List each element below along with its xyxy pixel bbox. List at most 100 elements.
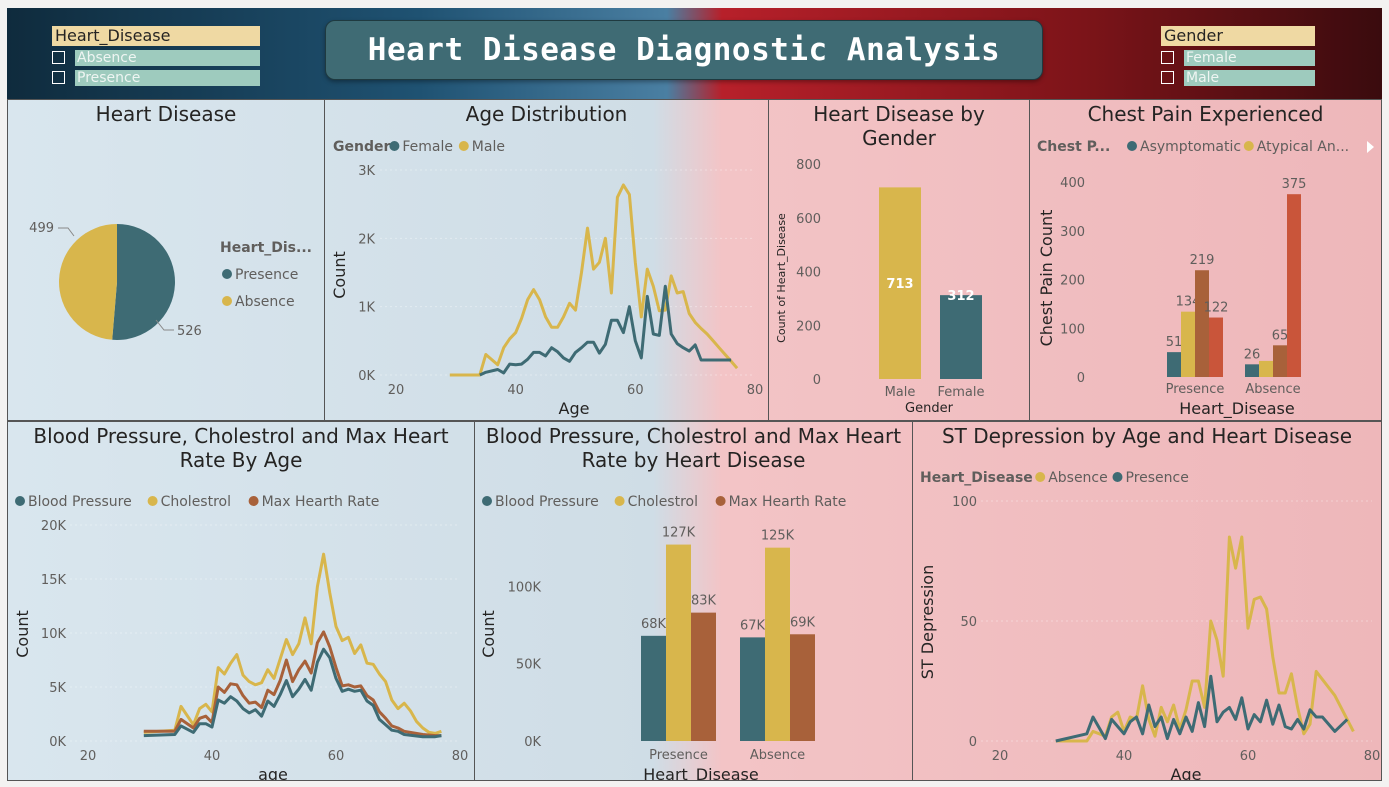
series-line-male [449, 183, 739, 377]
y-tick-label: 0 [1077, 371, 1085, 386]
checkbox[interactable] [52, 51, 65, 64]
legend-label: Asymptomatic [1140, 139, 1241, 155]
legend-marker [1243, 141, 1254, 151]
bp-by-age-panel: Blood Pressure, Cholestrol and Max Heart… [7, 421, 475, 781]
pie-slice-absence [59, 224, 117, 340]
series-line-max-hearth-rate [143, 630, 442, 738]
bar [790, 634, 815, 741]
legend-label: Blood Pressure [28, 494, 132, 510]
legend-label: Absence [235, 294, 295, 310]
checkbox[interactable] [52, 71, 65, 84]
y-tick-label: 15K [41, 573, 67, 588]
data-label: 312 [947, 289, 974, 304]
gender-bar-panel: Heart Disease by Gender 0 200 400 600 800 713… [768, 99, 1030, 421]
bar [765, 547, 790, 741]
heart-disease-slicer[interactable]: Heart_Disease Absence Presence [52, 26, 260, 86]
legend-label: Presence [235, 267, 298, 283]
bar [1195, 270, 1209, 377]
data-label: 122 [1204, 301, 1229, 316]
legend-label: Absence [1048, 470, 1108, 486]
legend-label: Presence [1126, 470, 1189, 486]
y-tick-label: 300 [1060, 225, 1085, 240]
checkbox[interactable] [1161, 71, 1174, 84]
bp-by-heart-disease-bar-chart: Blood Pressure Cholestrol Max Hearth Rate 0… [479, 494, 847, 780]
x-axis-label: Age [559, 399, 590, 418]
y-tick-label: 5K [49, 681, 66, 696]
legend-label: Max Hearth Rate [729, 494, 847, 510]
legend-title: Heart_Dis... [220, 240, 312, 256]
bar [1181, 311, 1195, 377]
data-label-leader [155, 319, 174, 331]
legend-title: Gender [333, 139, 390, 155]
bar [691, 612, 716, 741]
y-axis-label: ST Depression [918, 565, 937, 679]
x-tick-label: 60 [627, 383, 644, 398]
slicer-option-label: Presence [75, 69, 260, 86]
st-depression-line-chart: Heart_Disease Absence Presence 0 50 100 20 40 60… [918, 470, 1380, 780]
legend-marker [1035, 472, 1046, 482]
panel-title: Heart Disease by Gender [813, 102, 985, 150]
data-label: 125K [761, 529, 795, 544]
y-tick-label: 100 [1060, 322, 1085, 337]
panel-title: ST Depression by Age and Heart Disease [941, 424, 1353, 448]
slicer-option-male[interactable]: Male [1161, 69, 1315, 86]
bar-female [940, 295, 982, 379]
legend-marker [222, 296, 232, 306]
x-tick-label: 40 [507, 383, 524, 398]
y-tick-label: 0 [969, 735, 977, 750]
legend-marker [482, 496, 492, 506]
legend-label: Cholestrol [161, 494, 231, 510]
y-tick-label: 20K [41, 519, 67, 534]
checkbox[interactable] [1161, 51, 1174, 64]
y-tick-label: 200 [1060, 274, 1085, 289]
bar [666, 544, 691, 741]
age-line-chart: Gender Female Male 0K 1K 2K 3K 20 40 60 80 Age Count [330, 139, 763, 418]
age-distribution-panel: Age Distribution Gender Female Male 0K 1K 2K 3… [324, 99, 769, 421]
x-axis-label: Age [1171, 765, 1202, 780]
y-axis-label: Chest Pain Count [1037, 210, 1056, 347]
x-tick-label: 20 [80, 749, 97, 764]
legend-title: Heart_Disease [920, 470, 1033, 486]
legend-label: Blood Pressure [495, 494, 599, 510]
legend-marker [1112, 472, 1123, 482]
slicer-option-label: Male [1184, 69, 1315, 86]
bar [1167, 352, 1181, 377]
series-line-presence [1055, 674, 1349, 743]
slicer-option-absence[interactable]: Absence [52, 49, 260, 66]
gender-slicer-title: Gender [1161, 26, 1315, 46]
bar [740, 637, 765, 741]
legend-label: Max Hearth Rate [262, 494, 380, 510]
data-label: 375 [1282, 177, 1307, 192]
x-tick-label: 60 [1240, 749, 1257, 764]
y-axis-label: Count [13, 610, 32, 658]
x-tick-label: 40 [1116, 749, 1133, 764]
panel-title: Chest Pain Experienced [1087, 102, 1324, 126]
y-tick-label: 200 [796, 319, 821, 334]
y-tick-label: 0K [49, 735, 66, 750]
legend-label: Atypical An... [1257, 139, 1349, 155]
x-tick-label: Absence [1245, 382, 1300, 397]
data-label: 68K [641, 617, 667, 632]
x-tick-label: Female [937, 385, 984, 400]
heart-disease-pie-panel: Heart Disease 499 526 Heart_Dis... Presence… [7, 99, 325, 421]
bar-male [879, 187, 921, 379]
panel-title: Blood Pressure, Cholestrol and Max Heart… [33, 424, 449, 472]
y-tick-label: 10K [41, 627, 67, 642]
series-line-absence [1055, 535, 1355, 743]
data-label-presence: 526 [177, 324, 202, 339]
x-tick-label: 20 [388, 383, 405, 398]
dashboard-title: Heart Disease Diagnostic Analysis [325, 20, 1043, 80]
x-tick-label: Presence [649, 748, 708, 763]
series-line-female [479, 284, 732, 377]
y-tick-label: 800 [796, 158, 821, 173]
slicer-option-female[interactable]: Female [1161, 49, 1315, 66]
bar [641, 635, 666, 741]
y-axis-label: Count [330, 251, 349, 299]
gender-slicer[interactable]: Gender Female Male [1161, 26, 1315, 86]
data-label: 67K [740, 618, 766, 633]
x-tick-label: 80 [452, 749, 469, 764]
slicer-option-presence[interactable]: Presence [52, 69, 260, 86]
data-label: 219 [1190, 253, 1215, 268]
series-line-cholestrol [143, 552, 442, 735]
heart-disease-slicer-title: Heart_Disease [52, 26, 260, 46]
